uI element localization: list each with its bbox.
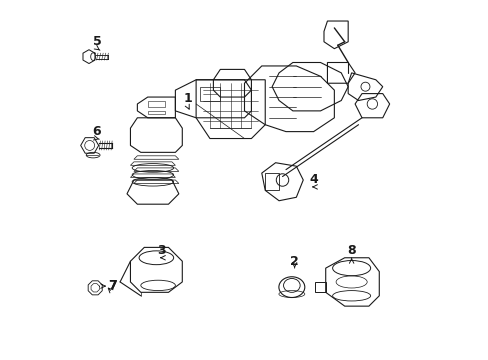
Text: 7: 7 — [108, 279, 117, 292]
Text: 1: 1 — [183, 92, 191, 105]
Text: 8: 8 — [346, 244, 355, 257]
Text: 7: 7 — [108, 279, 117, 292]
Text: 5: 5 — [93, 35, 102, 48]
Text: 3: 3 — [157, 244, 165, 257]
Text: 6: 6 — [92, 125, 101, 138]
Text: 2: 2 — [290, 255, 298, 268]
Text: 4: 4 — [308, 174, 317, 186]
